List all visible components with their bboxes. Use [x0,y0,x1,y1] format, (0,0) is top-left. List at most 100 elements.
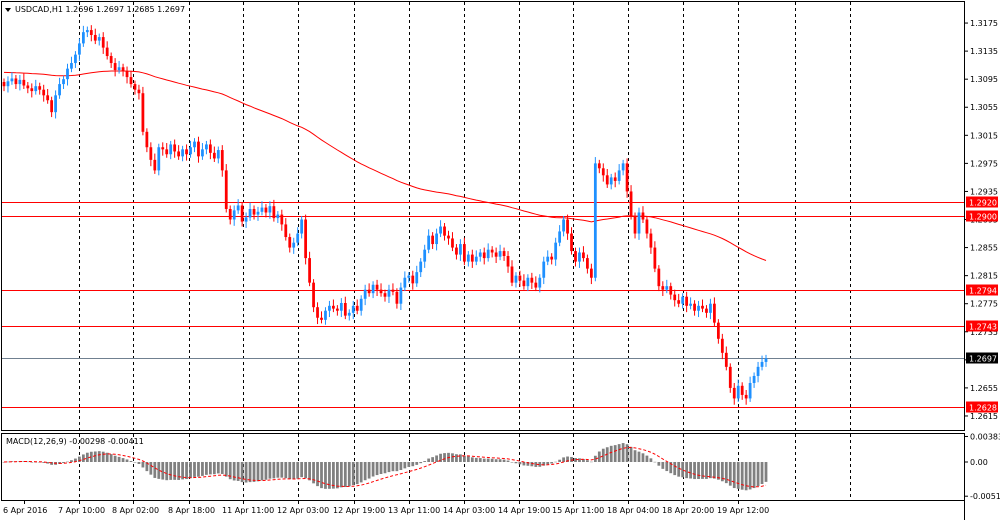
macd-panel-frame [1,433,965,501]
candle-body [38,86,42,90]
macd-bar [582,458,585,462]
macd-bar [399,462,403,470]
candle-body [335,308,339,311]
time-tick-label: 12 Apr 19:00 [333,506,385,515]
candle-body [451,238,454,248]
macd-bar [752,462,756,489]
macd-bar [494,459,498,462]
candle-body [149,147,153,160]
macd-bar [609,445,613,462]
macd-bar [66,461,69,463]
candle-body [760,361,764,367]
candle-body [609,177,613,185]
candle-body [625,163,629,192]
candle-body [756,366,760,376]
macd-bar [649,458,653,462]
macd-bar [415,462,419,465]
candle-body [752,375,756,383]
macd-bar [46,462,50,464]
macd-bar [220,462,224,474]
macd-bar [736,462,740,489]
level-label-box [966,210,998,222]
macd-signal-line [3,446,767,488]
candle-body [328,305,331,311]
macd-bar [328,462,331,489]
candle-body [228,208,232,220]
candle-body [720,338,724,353]
candle-body [466,254,470,262]
macd-bar [260,462,264,481]
candle-body [308,258,311,283]
macd-bar [30,462,34,463]
time-tick-label: 18 Apr 20:00 [662,506,714,515]
candle-body [570,233,573,252]
macd-bar [570,456,573,462]
macd-bar [177,462,181,480]
macd-bar [78,456,81,462]
candle-body [81,32,85,44]
level-label-box [966,284,998,296]
macd-bar [74,458,77,462]
candle-body [260,207,264,212]
candle-body [490,249,494,253]
time-tick-label: 6 Apr 2016 [3,506,47,515]
candle-body [582,252,585,259]
candle-body [395,291,399,304]
candle-body [109,56,113,64]
candle-body [97,37,101,41]
macd-bar [189,462,192,479]
candle-body [629,191,633,216]
macd-bar [466,456,470,462]
candle-body [665,286,669,290]
macd-bar [216,462,220,474]
macd-bar [339,462,343,488]
macd-bar [280,462,284,478]
candle-body [177,151,181,157]
macd-bar [335,462,339,489]
candle-body [355,305,359,311]
macd-bar [316,462,319,487]
macd-bar [379,462,383,475]
price-tick-label: 1.2775 [970,300,998,309]
candle-body [677,300,681,304]
macd-bar [502,459,506,462]
candle-body [506,255,510,267]
candle-body [197,141,200,157]
price-tick-label: 1.2815 [970,272,998,281]
candle-body [193,141,196,148]
macd-bar [490,458,494,462]
macd-bar [85,452,89,462]
candle-body [673,294,677,301]
macd-bar [276,462,280,478]
candle-body [407,275,411,278]
macd-bar [312,462,315,484]
candle-body [248,208,252,218]
time-tick-label: 8 Apr 02:00 [112,506,159,515]
macd-bar [363,462,367,481]
macd-bar [462,455,466,462]
time-tick-label: 14 Apr 19:00 [498,506,550,515]
candle-body [320,317,323,320]
candle-body [419,261,423,273]
candle-body [653,247,657,269]
macd-bar [89,451,93,462]
candle-body [153,159,157,171]
dropdown-triangle-icon[interactable] [5,8,11,12]
candle-body [268,206,272,213]
macd-bar [498,459,502,462]
candle-body [216,150,220,159]
candle-body [347,312,351,316]
current-price-box [966,352,998,364]
candle-body [391,289,395,292]
candle-body [502,251,506,256]
price-tick-label: 1.2975 [970,159,998,168]
macd-bar [228,462,232,480]
macd-bar [351,462,355,486]
macd-bar [633,450,637,462]
macd-bar [296,462,300,479]
candle-body [534,282,538,288]
macd-indicator: 0.00383 0.00 -0.00513 [2,432,1000,501]
macd-bar [288,462,292,480]
candle-body [744,394,748,399]
candle-body [427,235,431,250]
